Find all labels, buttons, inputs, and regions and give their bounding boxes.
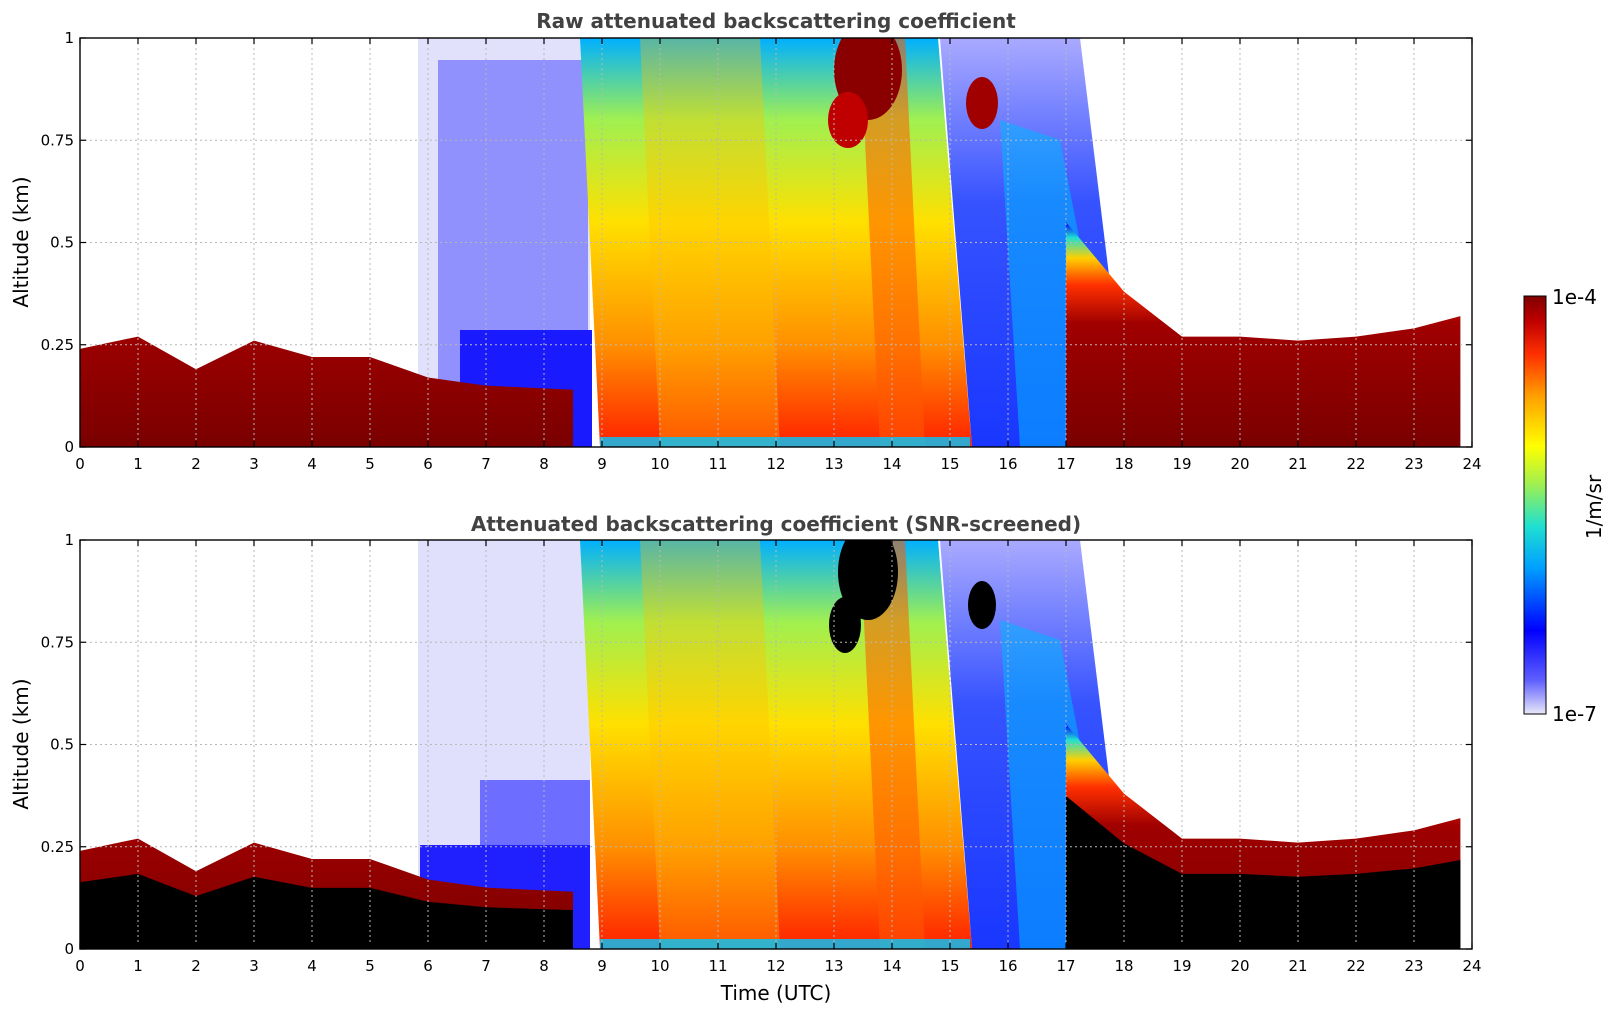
- y-tick-label: 0: [64, 940, 74, 958]
- y-tick-label: 1: [64, 29, 74, 47]
- x-tick-label: 12: [766, 957, 785, 975]
- x-tick-label: 6: [423, 455, 433, 473]
- x-tick-label: 20: [1230, 957, 1249, 975]
- colorbar-unit-label: 1/m/sr: [1582, 474, 1606, 539]
- x-tick-label: 2: [191, 455, 201, 473]
- x-tick-label: 21: [1288, 957, 1307, 975]
- x-tick-label: 19: [1172, 455, 1191, 473]
- x-tick-label: 7: [481, 455, 491, 473]
- x-tick-label: 21: [1288, 455, 1307, 473]
- screened-core: [80, 796, 1461, 949]
- colorbar-max-label: 1e-4: [1552, 285, 1597, 309]
- x-tick-label: 18: [1114, 957, 1133, 975]
- x-tick-label: 15: [940, 957, 959, 975]
- x-tick-label: 18: [1114, 455, 1133, 473]
- x-tick-label: 8: [539, 957, 549, 975]
- x-tick-label: 19: [1172, 957, 1191, 975]
- panel-screened: Attenuated backscattering coefficient (S…: [9, 512, 1482, 1005]
- y-tick-label: 0.25: [41, 838, 74, 856]
- x-tick-label: 1: [133, 455, 143, 473]
- x-tick-label: 24: [1462, 455, 1481, 473]
- x-tick-label: 17: [1056, 455, 1075, 473]
- y-axis-label-raw: Altitude (km): [9, 176, 33, 307]
- colorbar: 1e-4 1e-7 1/m/sr: [1523, 285, 1606, 726]
- y-axis-screened: 0 0.25 0.5 0.75 1: [41, 531, 1472, 958]
- heatmap-raw: [80, 38, 1472, 447]
- x-tick-label: 11: [708, 455, 727, 473]
- x-tick-label: 0: [75, 957, 85, 975]
- x-tick-label: 3: [249, 455, 259, 473]
- x-tick-label: 9: [597, 455, 607, 473]
- x-axis-screened: 0 1 2 3 4 5 6 7 8 9 10 11 12 13 14 15 16 17 18 19 20 21 22 23 24: [75, 540, 1482, 975]
- panel-title-raw: Raw attenuated backscattering coefficien…: [536, 9, 1016, 33]
- x-tick-label: 9: [597, 957, 607, 975]
- x-tick-label: 0: [75, 455, 85, 473]
- grid-screened: [80, 540, 1472, 949]
- y-tick-label: 1: [64, 531, 74, 549]
- x-tick-label: 4: [307, 957, 317, 975]
- colorbar-gradient: [1523, 295, 1547, 715]
- colorbar-min-label: 1e-7: [1552, 702, 1597, 726]
- x-axis-raw: 0 1 2 3 4 5 6 7 8 9 10 11 12 13 14 15 16 17 18 19 20 21 22 23 24: [75, 38, 1482, 473]
- panel-raw: Raw attenuated backscattering coefficien…: [9, 9, 1482, 473]
- x-tick-label: 3: [249, 957, 259, 975]
- x-tick-label: 16: [998, 957, 1017, 975]
- x-tick-label: 13: [824, 957, 843, 975]
- x-tick-label: 20: [1230, 455, 1249, 473]
- y-tick-label: 0.25: [41, 336, 74, 354]
- x-tick-label: 24: [1462, 957, 1481, 975]
- grid-raw: [80, 38, 1472, 447]
- x-tick-label: 10: [650, 957, 669, 975]
- x-tick-label: 13: [824, 455, 843, 473]
- x-tick-label: 22: [1346, 455, 1365, 473]
- x-tick-label: 23: [1404, 957, 1423, 975]
- x-tick-label: 6: [423, 957, 433, 975]
- cloud-layer-raw: [80, 222, 1461, 447]
- y-tick-label: 0.75: [41, 131, 74, 149]
- x-tick-label: 12: [766, 455, 785, 473]
- x-tick-label: 7: [481, 957, 491, 975]
- x-tick-label: 14: [882, 455, 901, 473]
- x-axis-label: Time (UTC): [720, 981, 832, 1005]
- x-tick-label: 23: [1404, 455, 1423, 473]
- x-tick-label: 5: [365, 957, 375, 975]
- x-tick-label: 10: [650, 455, 669, 473]
- x-tick-label: 15: [940, 455, 959, 473]
- y-axis-label-screened: Altitude (km): [9, 678, 33, 809]
- x-tick-label: 4: [307, 455, 317, 473]
- panel-title-screened: Attenuated backscattering coefficient (S…: [471, 512, 1081, 536]
- x-tick-label: 14: [882, 957, 901, 975]
- y-tick-label: 0: [64, 438, 74, 456]
- x-tick-label: 22: [1346, 957, 1365, 975]
- y-tick-label: 0.5: [50, 234, 74, 252]
- x-tick-label: 8: [539, 455, 549, 473]
- x-tick-label: 16: [998, 455, 1017, 473]
- x-tick-label: 17: [1056, 957, 1075, 975]
- y-axis-raw: 0 0.25 0.5 0.75 1: [41, 29, 1472, 456]
- x-tick-label: 2: [191, 957, 201, 975]
- y-tick-label: 0.75: [41, 633, 74, 651]
- y-tick-label: 0.5: [50, 736, 74, 754]
- x-tick-label: 11: [708, 957, 727, 975]
- x-tick-label: 5: [365, 455, 375, 473]
- x-tick-label: 1: [133, 957, 143, 975]
